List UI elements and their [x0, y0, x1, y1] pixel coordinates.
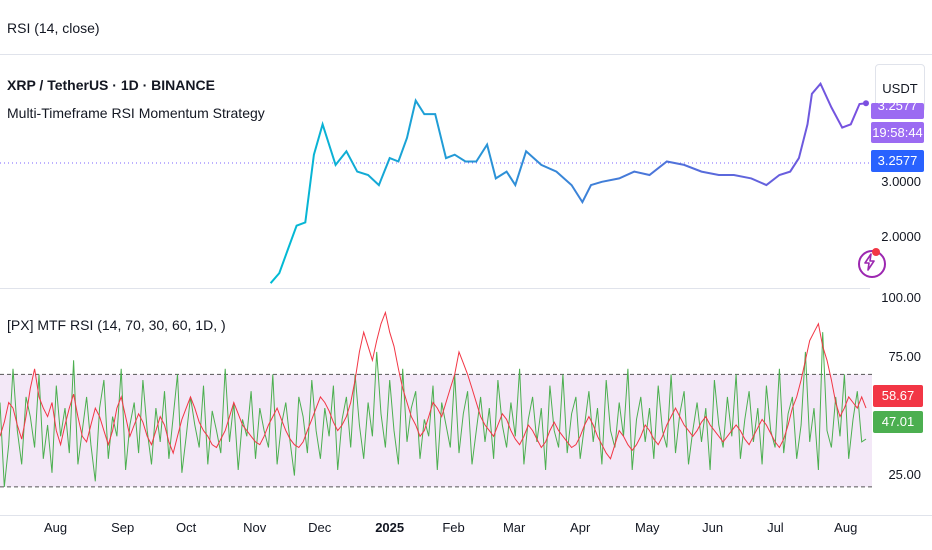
price-axis-label: 3.0000 — [881, 174, 921, 189]
indicator-header: RSI (14, close) — [0, 0, 932, 55]
price-axis-label: 2.0000 — [881, 229, 921, 244]
countdown-tag: 19:58:44 — [871, 122, 924, 143]
time-axis-divider — [0, 515, 932, 516]
rsi-line — [0, 310, 867, 460]
rsi-axis-label: 75.00 — [888, 349, 921, 364]
time-axis-label: Dec — [308, 520, 332, 535]
time-axis-label: Aug — [834, 520, 858, 535]
time-axis-label: 2025 — [375, 520, 405, 535]
rsi-band-fill — [0, 374, 872, 487]
price-chart[interactable] — [0, 60, 932, 290]
last-price-point — [863, 100, 869, 107]
rsi-1d-value-tag: 47.01 — [873, 411, 923, 433]
time-axis-label: Sep — [111, 520, 135, 535]
pane-divider — [0, 288, 870, 289]
lightning-bolt-glyph — [864, 253, 875, 271]
time-axis-label: Aug — [43, 520, 68, 535]
time-axis-label: Mar — [502, 520, 526, 535]
strategy-name[interactable]: Multi-Timeframe RSI Momentum Strategy — [7, 105, 265, 121]
price-line — [269, 81, 867, 284]
time-axis-label: Jun — [702, 520, 724, 535]
time-axis[interactable]: Aug Sep Oct Nov Dec 2025 Feb Mar Apr May Jun Jul Aug — [0, 520, 870, 544]
price-series — [269, 81, 869, 284]
current-price-tag: 3.2577 — [871, 150, 924, 172]
rsi-axis-label: 25.00 — [888, 467, 921, 482]
notification-dot — [872, 248, 880, 256]
time-axis-label: Feb — [442, 520, 465, 535]
rsi-series — [0, 310, 867, 460]
time-axis-label: Nov — [243, 520, 267, 535]
price-tag-partial: 3.2577 — [871, 103, 924, 119]
rsi-value-tag: 58.67 — [873, 385, 923, 407]
rsi-axis-label: 100.00 — [881, 290, 921, 305]
time-axis-label: May — [635, 520, 660, 535]
time-axis-label: Apr — [570, 520, 591, 535]
price-tag-partial-text: 3.2577 — [877, 103, 918, 113]
time-axis-label: Jul — [767, 520, 784, 535]
rsi-legend[interactable]: [PX] MTF RSI (14, 70, 30, 60, 1D, ) — [7, 317, 226, 333]
rsi-chart[interactable] — [0, 290, 932, 515]
time-axis-label: Oct — [176, 520, 197, 535]
symbol-title[interactable]: XRP / TetherUS · 1D · BINANCE — [7, 77, 215, 93]
indicator-title[interactable]: RSI (14, close) — [7, 20, 100, 36]
